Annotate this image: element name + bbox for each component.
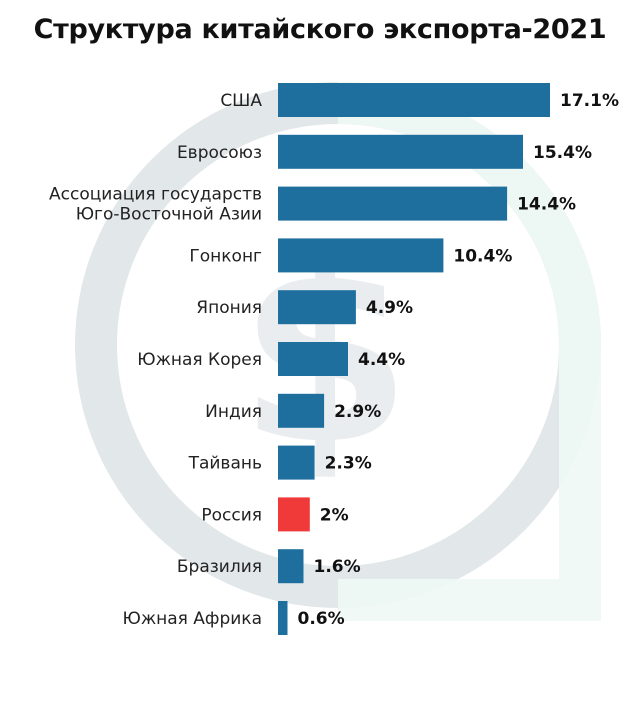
- category-label: Индия: [205, 402, 262, 422]
- bar-2: [278, 186, 508, 221]
- category-label: Россия: [201, 505, 262, 525]
- value-label: 0.6%: [298, 609, 345, 629]
- bar-4: [278, 290, 356, 325]
- bar-1: [278, 134, 523, 169]
- bar-6: [278, 393, 325, 428]
- value-label: 1.6%: [314, 557, 361, 577]
- value-label: 2%: [320, 505, 349, 525]
- category-label: США: [220, 91, 262, 111]
- bar-10: [278, 601, 288, 635]
- value-label: 14.4%: [517, 195, 576, 215]
- bars-group: США 17.1% Евросоюз 15.4% Ассоциация государс…: [49, 83, 619, 635]
- bar-5: [278, 342, 348, 376]
- category-label: Тайвань: [188, 454, 262, 474]
- category-label: Южная Корея: [137, 350, 262, 370]
- bar-7: [278, 445, 315, 480]
- bar-9: [278, 549, 304, 584]
- chart-title: Структура китайского экспорта-2021: [33, 14, 607, 45]
- category-label: Ассоциация государств: [49, 185, 262, 205]
- category-label: Юго-Восточной Азии: [76, 205, 262, 225]
- bar-0: [278, 83, 550, 117]
- bar-8: [278, 497, 310, 532]
- bar-3: [278, 238, 444, 273]
- value-label: 10.4%: [453, 246, 512, 266]
- category-label: Япония: [196, 298, 262, 318]
- category-label: Бразилия: [177, 557, 262, 577]
- category-label: Гонконг: [189, 246, 262, 266]
- value-label: 2.9%: [334, 402, 381, 422]
- value-label: 4.9%: [366, 298, 413, 318]
- value-label: 15.4%: [533, 143, 592, 163]
- category-label: Южная Африка: [122, 609, 262, 629]
- category-label: Евросоюз: [177, 143, 262, 163]
- value-label: 17.1%: [560, 91, 619, 111]
- value-label: 2.3%: [325, 454, 372, 474]
- value-label: 4.4%: [358, 350, 405, 370]
